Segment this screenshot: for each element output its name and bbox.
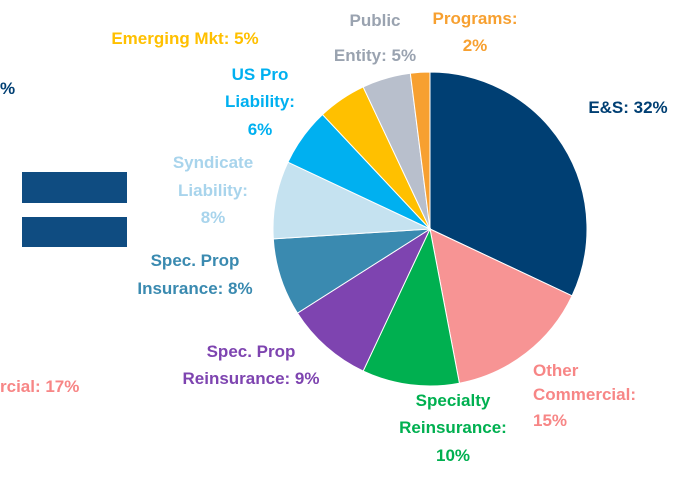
slice-label: Reinsurance: xyxy=(399,418,507,437)
pie-slice xyxy=(429,228,573,384)
slice-label: Spec. Prop xyxy=(151,251,240,270)
slice-label: 2% xyxy=(463,36,488,55)
slice-label: Specialty xyxy=(416,391,491,410)
slice-label: Programs: xyxy=(432,9,517,28)
slice-label: Other xyxy=(533,361,579,380)
slice-label: Public xyxy=(349,11,400,30)
equals-bar xyxy=(22,172,127,203)
annotation: rcial: 17% xyxy=(0,377,79,396)
slice-label: Spec. Prop xyxy=(207,342,296,361)
slice-label: Commercial: xyxy=(533,385,636,404)
slice-label: 8% xyxy=(201,208,226,227)
slice-label: 10% xyxy=(436,446,470,465)
equals-bar xyxy=(22,217,127,247)
slice-label: 15% xyxy=(533,411,567,430)
slice-label: Liability: xyxy=(225,92,295,111)
slice-label: US Pro xyxy=(232,65,289,84)
slice-label: Entity: 5% xyxy=(334,46,416,65)
pie-slice xyxy=(409,71,431,230)
annotation: % xyxy=(0,79,15,98)
pie-slice xyxy=(362,227,461,387)
slice-label: Reinsurance: 9% xyxy=(183,369,320,388)
slice-label: Syndicate xyxy=(173,153,253,172)
slice-label: E&S: 32% xyxy=(588,98,667,117)
pie-slice xyxy=(429,71,588,297)
slice-label: 6% xyxy=(248,120,273,139)
slice-label: Insurance: 8% xyxy=(137,279,252,298)
pie-slice xyxy=(296,227,432,372)
slice-label: Emerging Mkt: 5% xyxy=(111,29,258,48)
slice-label: Liability: xyxy=(178,181,248,200)
